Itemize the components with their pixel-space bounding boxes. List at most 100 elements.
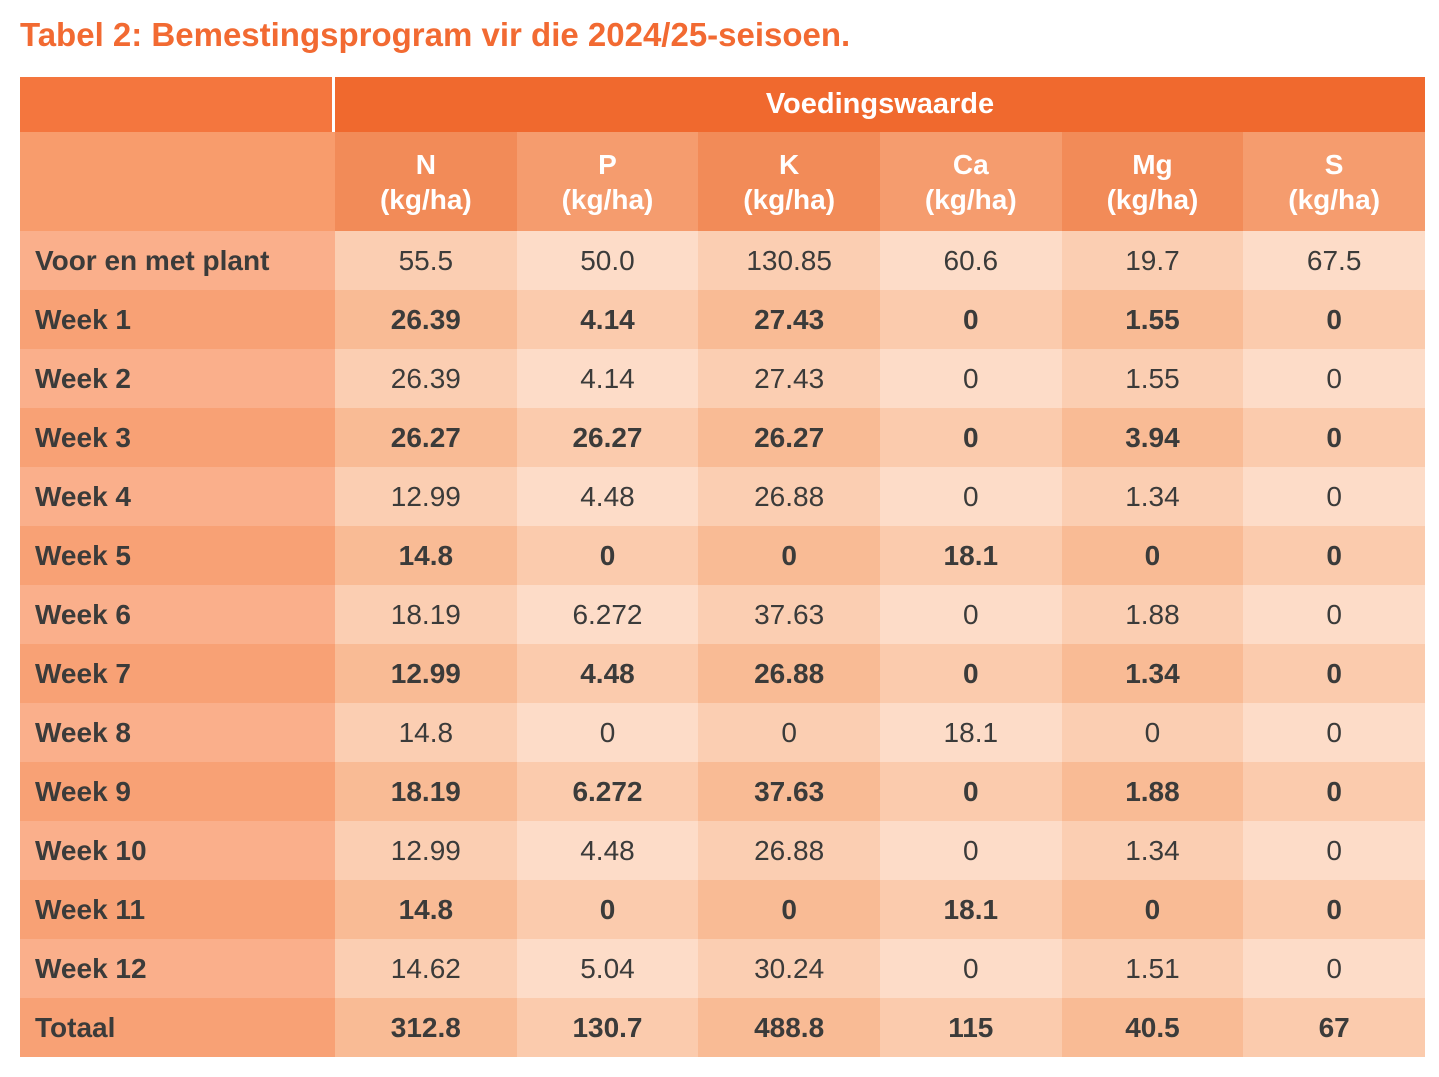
data-cell-s: 67	[1243, 998, 1425, 1057]
data-cell-k: 0	[698, 526, 880, 585]
row-label: Week 10	[20, 821, 335, 880]
column-unit: (kg/ha)	[561, 183, 654, 215]
data-cell-k: 27.43	[698, 349, 880, 408]
column-unit: (kg/ha)	[1106, 183, 1199, 215]
column-header-p: P (kg/ha)	[516, 132, 699, 231]
column-unit: (kg/ha)	[924, 183, 1017, 215]
data-cell-p: 4.14	[516, 349, 699, 408]
row-label: Week 8	[20, 703, 335, 762]
row-label: Totaal	[20, 998, 335, 1057]
column-name: S	[1324, 148, 1344, 180]
data-cell-mg: 0	[1061, 703, 1244, 762]
data-cell-k: 30.24	[698, 939, 880, 998]
data-cell-mg: 40.5	[1061, 998, 1244, 1057]
data-cell-mg: 1.34	[1061, 644, 1244, 703]
data-cell-mg: 1.55	[1061, 349, 1244, 408]
data-cell-p: 4.14	[516, 290, 699, 349]
data-cell-p: 0	[516, 703, 699, 762]
table-row-week-7: Week 7 12.99 4.48 26.88 0 1.34 0	[20, 644, 1425, 703]
data-cell-s: 0	[1243, 408, 1425, 467]
table-header: Voedingswaarde N (kg/ha) P (kg/ha) K (kg/ha) C…	[20, 77, 1425, 231]
data-cell-n: 14.8	[335, 880, 517, 939]
data-cell-p: 0	[516, 526, 699, 585]
table-row-week-3: Week 3 26.27 26.27 26.27 0 3.94 0	[20, 408, 1425, 467]
row-label: Week 11	[20, 880, 335, 939]
data-cell-n: 12.99	[335, 821, 517, 880]
data-cell-s: 0	[1243, 821, 1425, 880]
data-cell-mg: 1.34	[1061, 467, 1244, 526]
data-cell-s: 67.5	[1243, 231, 1425, 290]
table-row-week-2: Week 2 26.39 4.14 27.43 0 1.55 0	[20, 349, 1425, 408]
data-cell-ca: 0	[879, 585, 1062, 644]
data-cell-mg: 19.7	[1061, 231, 1244, 290]
data-cell-p: 0	[516, 880, 699, 939]
table-row-week-8: Week 8 14.8 0 0 18.1 0 0	[20, 703, 1425, 762]
data-cell-ca: 0	[879, 762, 1062, 821]
data-cell-mg: 0	[1061, 880, 1244, 939]
data-cell-k: 488.8	[698, 998, 880, 1057]
row-label-header-cell	[20, 132, 335, 231]
data-cell-mg: 1.88	[1061, 762, 1244, 821]
column-unit: (kg/ha)	[379, 183, 472, 215]
data-cell-k: 26.88	[698, 821, 880, 880]
data-cell-p: 4.48	[516, 644, 699, 703]
data-cell-n: 14.62	[335, 939, 517, 998]
data-cell-k: 37.63	[698, 585, 880, 644]
table-row-week-5: Week 5 14.8 0 0 18.1 0 0	[20, 526, 1425, 585]
data-cell-ca: 0	[879, 467, 1062, 526]
row-label: Voor en met plant	[20, 231, 335, 290]
data-cell-mg: 0	[1061, 526, 1244, 585]
row-label: Week 6	[20, 585, 335, 644]
data-cell-n: 18.19	[335, 585, 517, 644]
data-cell-ca: 0	[879, 349, 1062, 408]
row-label: Week 9	[20, 762, 335, 821]
data-cell-k: 26.88	[698, 644, 880, 703]
data-cell-n: 26.27	[335, 408, 517, 467]
data-cell-n: 14.8	[335, 703, 517, 762]
data-cell-k: 130.85	[698, 231, 880, 290]
fertilization-table: Voedingswaarde N (kg/ha) P (kg/ha) K (kg/ha) C…	[20, 77, 1425, 1057]
data-cell-n: 18.19	[335, 762, 517, 821]
table-row-week-6: Week 6 18.19 6.272 37.63 0 1.88 0	[20, 585, 1425, 644]
data-cell-s: 0	[1243, 349, 1425, 408]
data-cell-mg: 1.51	[1061, 939, 1244, 998]
table-body: Voor en met plant 55.5 50.0 130.85 60.6 19.7 6…	[20, 231, 1425, 1057]
data-cell-n: 12.99	[335, 644, 517, 703]
data-cell-k: 0	[698, 703, 880, 762]
column-header-n: N (kg/ha)	[335, 132, 517, 231]
column-header-s: S (kg/ha)	[1243, 132, 1425, 231]
data-cell-n: 55.5	[335, 231, 517, 290]
table-row-totaal: Totaal 312.8 130.7 488.8 115 40.5 67	[20, 998, 1425, 1057]
data-cell-ca: 60.6	[879, 231, 1062, 290]
column-name: Ca	[952, 148, 989, 180]
data-cell-k: 0	[698, 880, 880, 939]
data-cell-p: 50.0	[516, 231, 699, 290]
data-cell-ca: 0	[879, 644, 1062, 703]
data-cell-n: 12.99	[335, 467, 517, 526]
data-cell-s: 0	[1243, 644, 1425, 703]
data-cell-ca: 0	[879, 408, 1062, 467]
data-cell-p: 6.272	[516, 585, 699, 644]
data-cell-ca: 0	[879, 939, 1062, 998]
data-cell-s: 0	[1243, 703, 1425, 762]
column-header-k: K (kg/ha)	[698, 132, 880, 231]
data-cell-s: 0	[1243, 939, 1425, 998]
column-name: Mg	[1132, 148, 1173, 180]
data-cell-p: 4.48	[516, 467, 699, 526]
row-label: Week 3	[20, 408, 335, 467]
data-cell-ca: 115	[879, 998, 1062, 1057]
data-cell-mg: 3.94	[1061, 408, 1244, 467]
column-header-mg: Mg (kg/ha)	[1061, 132, 1244, 231]
table-row-voor-en-met-plant: Voor en met plant 55.5 50.0 130.85 60.6 19.7 6…	[20, 231, 1425, 290]
table-title: Tabel 2: Bemestingsprogram vir die 2024/…	[20, 16, 851, 53]
data-cell-ca: 18.1	[879, 703, 1062, 762]
column-name: P	[598, 148, 617, 180]
table-row-week-10: Week 10 12.99 4.48 26.88 0 1.34 0	[20, 821, 1425, 880]
data-cell-ca: 18.1	[879, 880, 1062, 939]
table-row-week-11: Week 11 14.8 0 0 18.1 0 0	[20, 880, 1425, 939]
data-cell-k: 26.88	[698, 467, 880, 526]
group-header-row: Voedingswaarde	[20, 77, 1425, 132]
data-cell-n: 14.8	[335, 526, 517, 585]
data-cell-p: 130.7	[516, 998, 699, 1057]
